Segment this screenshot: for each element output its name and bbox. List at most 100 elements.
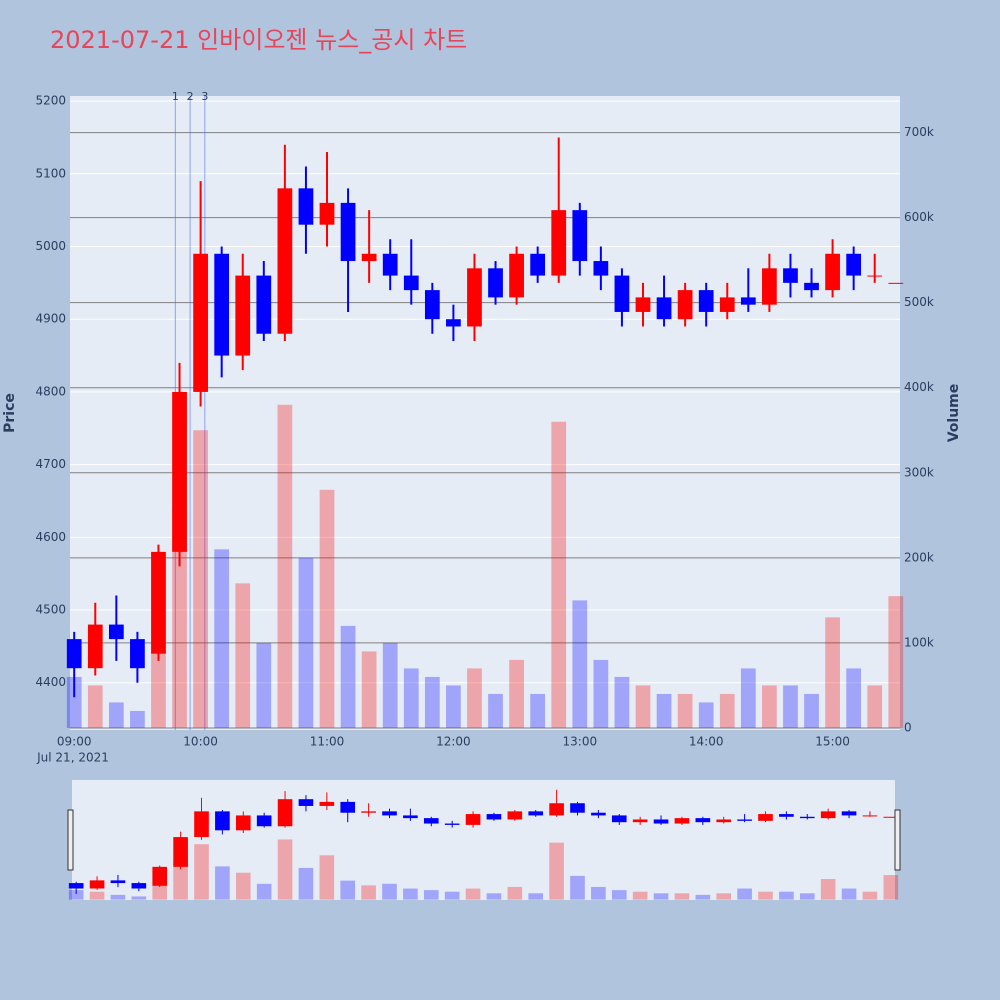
volume-bar xyxy=(740,668,756,728)
y2-tick-label: 200k xyxy=(904,550,934,564)
mini-volume-bar xyxy=(131,896,147,900)
volume-bar xyxy=(130,710,145,728)
mini-candle-body xyxy=(779,814,794,817)
mini-candle-body xyxy=(758,814,773,821)
y2-tick-label: 300k xyxy=(904,465,934,479)
candle-body xyxy=(382,253,398,276)
mini-candle-body xyxy=(110,880,126,884)
mini-volume-bar xyxy=(319,855,335,900)
volume-bar xyxy=(361,651,377,728)
volume-bar xyxy=(108,702,124,728)
candle-body xyxy=(593,261,609,276)
candle-body xyxy=(319,202,335,225)
mini-volume-bar xyxy=(883,875,899,900)
mini-candle-body xyxy=(716,819,732,823)
mini-candle-body xyxy=(256,815,272,827)
mini-candle-body xyxy=(277,799,293,827)
news-marker-label: 1 xyxy=(172,90,179,103)
y-tick-label: 5100 xyxy=(35,166,66,180)
candle-body xyxy=(698,290,714,312)
volume-bar xyxy=(530,693,546,728)
y2-axis-title: Volume xyxy=(946,384,962,443)
volume-bar xyxy=(677,693,693,728)
mini-volume-bar xyxy=(361,885,376,900)
candle-body xyxy=(66,639,82,669)
candle-body xyxy=(740,297,756,305)
mini-candle-body xyxy=(632,819,648,823)
candle-body xyxy=(509,253,524,298)
mini-candle-body xyxy=(319,801,335,806)
volume-bar xyxy=(762,685,777,728)
candle-body xyxy=(403,275,419,291)
volume-bar xyxy=(214,549,230,728)
candle-body xyxy=(867,275,883,277)
candle-body xyxy=(151,551,166,654)
volume-bar xyxy=(488,693,503,728)
candle-body xyxy=(530,253,546,276)
volume-bar xyxy=(446,685,461,728)
candle-body xyxy=(804,282,819,291)
mini-candle-body xyxy=(507,811,523,820)
mini-volume-bar xyxy=(591,886,606,900)
mini-candle-body xyxy=(695,818,711,823)
volume-bar xyxy=(783,685,798,728)
mini-candle-body xyxy=(89,880,105,889)
mini-candle-body xyxy=(611,815,627,823)
candle-body xyxy=(719,297,735,312)
mini-volume-bar xyxy=(549,842,564,900)
mini-candle-body xyxy=(444,823,460,825)
candle-body xyxy=(783,268,798,283)
volume-bar xyxy=(614,676,630,728)
news-marker-label: 3 xyxy=(201,90,208,103)
mini-candle-body xyxy=(403,815,418,819)
x-date-label: Jul 21, 2021 xyxy=(36,751,109,765)
mini-candle-body xyxy=(152,866,168,886)
candle-body xyxy=(488,268,503,298)
mini-candle-body xyxy=(653,819,669,824)
mini-volume-bar xyxy=(215,866,230,900)
volume-bar xyxy=(509,659,524,728)
x-tick-label: 13:00 xyxy=(563,735,598,749)
candle-body xyxy=(214,253,230,356)
x-tick-label: 09:00 xyxy=(57,735,92,749)
mini-volume-bar xyxy=(737,888,752,900)
candle-body xyxy=(108,624,124,640)
x-tick-label: 14:00 xyxy=(689,735,724,749)
volume-bar xyxy=(867,685,883,728)
volume-bar xyxy=(804,693,819,728)
candle-body xyxy=(762,268,777,305)
mini-volume-bar xyxy=(758,891,773,900)
range-slider[interactable] xyxy=(72,780,895,900)
x-tick-label: 15:00 xyxy=(815,735,850,749)
candle-body xyxy=(677,290,693,320)
range-handle[interactable] xyxy=(894,809,901,871)
candle-body xyxy=(340,202,356,262)
volume-bar xyxy=(467,668,482,728)
range-handle[interactable] xyxy=(67,809,74,871)
candle-body xyxy=(656,297,672,320)
mini-volume-bar xyxy=(653,893,669,900)
volume-bar xyxy=(66,676,82,728)
mini-volume-bar xyxy=(235,872,251,900)
volume-bar xyxy=(719,693,735,728)
mini-volume-bar xyxy=(820,879,836,900)
mini-candle-body xyxy=(340,801,356,813)
candle-body xyxy=(130,639,145,669)
mini-volume-bar xyxy=(465,888,481,900)
mini-volume-bar xyxy=(570,875,585,900)
candle-body xyxy=(256,275,272,334)
mini-volume-bar xyxy=(89,891,105,900)
x-tick-label: 12:00 xyxy=(436,735,471,749)
y-tick-label: 4600 xyxy=(35,530,66,544)
candle-body xyxy=(87,624,103,669)
candle-body xyxy=(172,391,187,552)
mini-candle-body xyxy=(68,883,84,889)
mini-volume-bar xyxy=(173,858,188,900)
mini-volume-bar xyxy=(277,839,293,900)
candle-body xyxy=(424,290,440,320)
volume-bar xyxy=(572,600,588,728)
y-tick-label: 4400 xyxy=(35,675,66,689)
volume-bar xyxy=(698,702,714,728)
candle-body xyxy=(825,253,840,291)
y2-tick-label: 500k xyxy=(904,295,934,309)
